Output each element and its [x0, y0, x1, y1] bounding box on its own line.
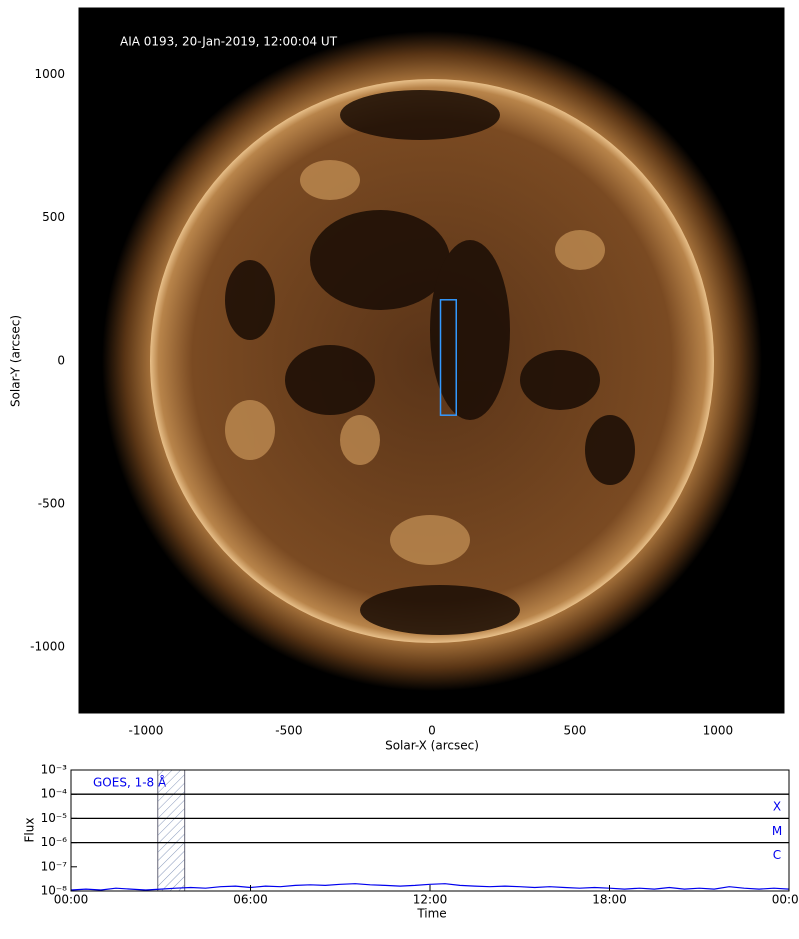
x-tick-label: 18:00: [592, 893, 627, 907]
y-tick-label: 500: [42, 210, 65, 224]
x-tick-label: -500: [275, 724, 302, 738]
highlight-region: [157, 769, 186, 892]
active-regions: [225, 160, 605, 565]
y-tick-label: 10⁻⁷: [41, 859, 68, 873]
image-annotation: AIA 0193, 20-Jan-2019, 12:00:04 UT: [120, 35, 338, 49]
y-axis-label: Flux: [23, 818, 37, 843]
y-tick-label: 1000: [34, 67, 65, 81]
flux-line: [70, 883, 790, 891]
flare-level-label: C: [773, 848, 781, 862]
x-axis-label: Time: [416, 907, 446, 921]
x-axis-label: Solar-X (arcsec): [385, 739, 479, 753]
legend-label: GOES, 1-8 Å: [93, 775, 167, 790]
y-tick-label: 0: [57, 353, 65, 367]
x-tick-label: 00:00: [54, 893, 89, 907]
y-tick-label: 10⁻⁵: [41, 811, 68, 825]
x-tick-label: 1000: [703, 724, 734, 738]
flare-level-label: M: [772, 824, 782, 838]
x-tick-label: 500: [563, 724, 586, 738]
solar-disk: [150, 79, 714, 643]
x-tick-label: 0: [428, 724, 436, 738]
region-box: [439, 299, 457, 416]
flare-level-label: X: [773, 800, 781, 814]
coronal-holes: [225, 90, 635, 635]
y-tick-label: -1000: [30, 640, 65, 654]
y-axis-label: Solar-Y (arcsec): [9, 315, 23, 407]
y-tick-label: 10⁻⁴: [41, 787, 68, 801]
x-tick-label: 12:00: [413, 893, 448, 907]
y-tick-label: 10⁻³: [41, 763, 68, 777]
x-tick-label: 06:00: [233, 893, 268, 907]
y-tick-label: -500: [38, 496, 65, 510]
x-tick-label: 00:00: [772, 893, 799, 907]
x-tick-label: -1000: [128, 724, 163, 738]
y-tick-label: 10⁻⁸: [41, 884, 68, 898]
sun-image: [102, 31, 762, 691]
y-tick-label: 10⁻⁶: [41, 835, 68, 849]
